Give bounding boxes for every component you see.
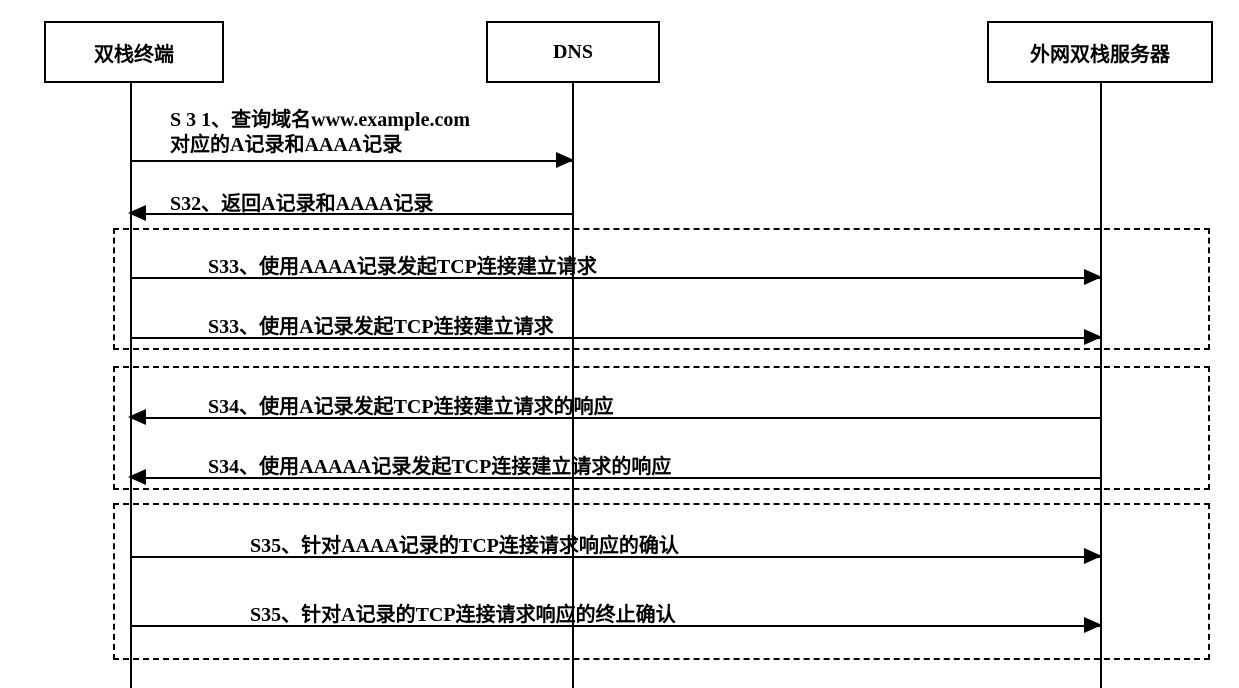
msg-s31-arrowhead — [556, 152, 574, 168]
lifeline-terminal — [130, 83, 132, 688]
msg-s33a-label: S33、使用AAAA记录发起TCP连接建立请求 — [208, 250, 597, 279]
participant-server-box: 外网双栈服务器 — [987, 21, 1213, 83]
participant-terminal-box: 双栈终端 — [44, 21, 224, 83]
msg-s31-label: S 3 1、查询域名www.example.com 对应的A记录和AAAA记录 — [170, 108, 470, 158]
msg-s33a-arrowhead — [1084, 269, 1102, 285]
msg-s34a-arrowhead — [128, 409, 146, 425]
msg-s34b-label: S34、使用AAAAA记录发起TCP连接建立请求的响应 — [208, 450, 671, 479]
msg-s31-label-line1: S 3 1、查询域名www.example.com — [170, 108, 470, 133]
group-s35 — [113, 503, 1210, 660]
participant-terminal-label: 双栈终端 — [94, 38, 174, 67]
msg-s33b-label: S33、使用A记录发起TCP连接建立请求 — [208, 310, 554, 339]
msg-s35a-arrowhead — [1084, 548, 1102, 564]
participant-server-label: 外网双栈服务器 — [1030, 38, 1170, 67]
msg-s31-label-line2: 对应的A记录和AAAA记录 — [170, 133, 470, 158]
msg-s34a-label: S34、使用A记录发起TCP连接建立请求的响应 — [208, 390, 614, 419]
msg-s34b-arrowhead — [128, 469, 146, 485]
participant-dns-box: DNS — [486, 21, 660, 83]
lifeline-server — [1100, 83, 1102, 688]
msg-s35b-label: S35、针对A记录的TCP连接请求响应的终止确认 — [250, 598, 676, 627]
msg-s35b-arrowhead — [1084, 617, 1102, 633]
sequence-diagram: { "layout": { "canvas": { "width": 1239,… — [0, 0, 1239, 688]
msg-s31-line — [130, 160, 572, 162]
msg-s32-arrowhead — [128, 205, 146, 221]
msg-s33b-arrowhead — [1084, 329, 1102, 345]
participant-dns-label: DNS — [553, 41, 593, 64]
msg-s32-label: S32、返回A记录和AAAA记录 — [170, 187, 433, 216]
msg-s35a-label: S35、针对AAAA记录的TCP连接请求响应的确认 — [250, 529, 679, 558]
